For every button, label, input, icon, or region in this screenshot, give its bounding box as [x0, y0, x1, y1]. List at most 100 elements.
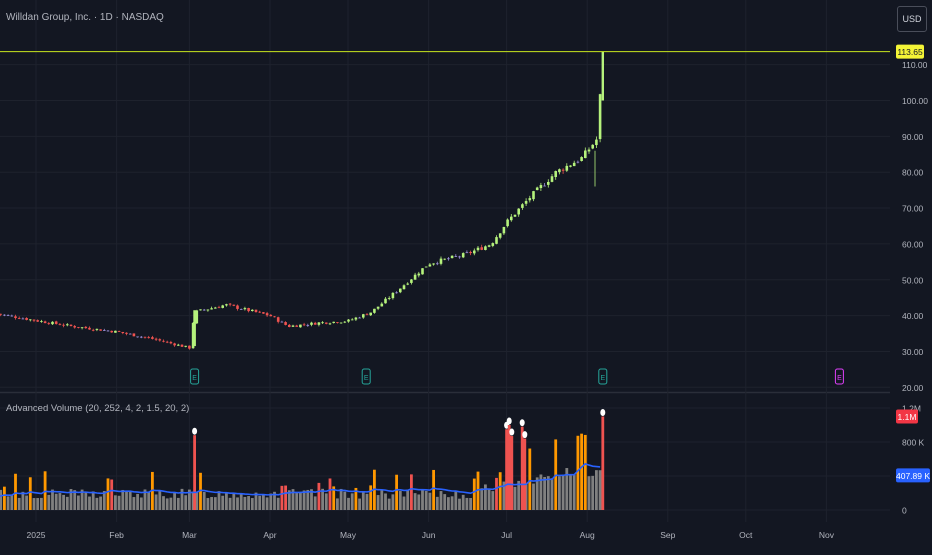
last-volume-label: 1.1M [898, 412, 917, 422]
earnings-marker-label: E [600, 375, 605, 382]
volume-bar [73, 490, 77, 510]
volume-bar [321, 488, 324, 510]
currency-button[interactable]: USD [897, 6, 927, 32]
time-axis-label: Nov [819, 530, 835, 540]
candle-body [184, 345, 187, 347]
candle-body [424, 266, 428, 268]
volume-bar [583, 434, 587, 510]
candle-body [535, 187, 539, 191]
volume-bar [306, 489, 310, 510]
volume-bar [154, 494, 158, 510]
volume-bar [421, 489, 424, 510]
candle-body [180, 344, 184, 347]
volume-ma-label: 407.89 K [896, 471, 930, 481]
volume-bar [539, 474, 543, 510]
candle-body [450, 255, 454, 259]
volume-bar [14, 473, 17, 510]
candle-body [247, 308, 250, 312]
candle-body [25, 317, 28, 320]
candle-body [158, 339, 162, 341]
volume-bar [117, 495, 121, 510]
time-axis-label: Apr [263, 530, 276, 540]
earnings-marker [598, 368, 608, 385]
candle-body [417, 273, 421, 276]
volume-tick-label: 0 [902, 506, 907, 516]
candle-body [295, 325, 298, 327]
candle-body [258, 311, 261, 313]
volume-bar [491, 491, 495, 510]
volume-bar [513, 486, 517, 510]
candle-body [325, 322, 328, 324]
volume-bar [528, 448, 532, 510]
volume-bar [236, 497, 239, 510]
volume-bar-spike [523, 438, 527, 510]
candle-body [88, 327, 91, 330]
candle-body [236, 305, 239, 309]
candle-body [177, 344, 180, 346]
volume-bar [295, 492, 299, 510]
volume-bar [95, 497, 99, 510]
candle-body [132, 333, 136, 337]
volume-bar [595, 470, 598, 510]
candle-body [387, 297, 391, 299]
volume-bar [269, 493, 273, 510]
price-tick-label: 80.00 [902, 168, 924, 178]
candle-body [443, 258, 446, 260]
candle-body [465, 252, 469, 254]
candle-body [251, 309, 254, 311]
candle-body [350, 319, 354, 321]
candle-body [43, 321, 47, 324]
volume-bar [572, 474, 576, 510]
volume-bar [136, 493, 139, 510]
volume-bar [276, 497, 280, 510]
volume-bar [535, 477, 539, 510]
volume-bar [328, 478, 332, 510]
candle-body [572, 162, 576, 167]
volume-bar [143, 489, 147, 510]
volume-bar-spike [520, 426, 524, 510]
volume-bar [561, 475, 565, 510]
candle-body [17, 318, 21, 319]
volume-bar [317, 482, 321, 510]
price-tick-label: 30.00 [902, 347, 924, 357]
volume-bar [243, 496, 247, 510]
candle-body [461, 253, 465, 258]
candle-body [32, 319, 36, 321]
candle-body [332, 321, 335, 323]
candle-body [147, 337, 150, 339]
volume-bar [114, 495, 117, 510]
candle-body [95, 328, 99, 330]
candle-body [306, 325, 310, 326]
candle-body [66, 324, 69, 326]
candle-body [436, 263, 439, 265]
candle-body [547, 181, 550, 185]
candle-body [550, 176, 554, 182]
time-axis-label: Aug [580, 530, 595, 540]
candle-body [406, 283, 409, 285]
candle-body [506, 219, 509, 227]
volume-bar [188, 489, 191, 510]
volume-bar [406, 489, 410, 510]
volume-bar [40, 497, 43, 510]
volume-bar [591, 475, 595, 510]
candle-body [110, 330, 113, 333]
candle-body [473, 250, 476, 254]
upcoming-earnings-marker [834, 368, 844, 385]
volume-bar [239, 494, 243, 510]
volume-bar [358, 498, 361, 510]
candle-body [502, 226, 506, 234]
volume-spike-marker [519, 419, 525, 427]
time-axis-label: Feb [109, 530, 124, 540]
volume-bar [435, 496, 439, 510]
candle-body [432, 263, 435, 265]
volume-bar [587, 476, 591, 510]
earnings-marker [361, 368, 371, 385]
candle-body [543, 185, 546, 187]
candle-body [487, 245, 491, 247]
candle-body [328, 323, 332, 325]
candle-body [125, 332, 128, 334]
candle-body [54, 321, 58, 324]
volume-bar [21, 491, 25, 510]
candles-layer [0, 51, 604, 350]
